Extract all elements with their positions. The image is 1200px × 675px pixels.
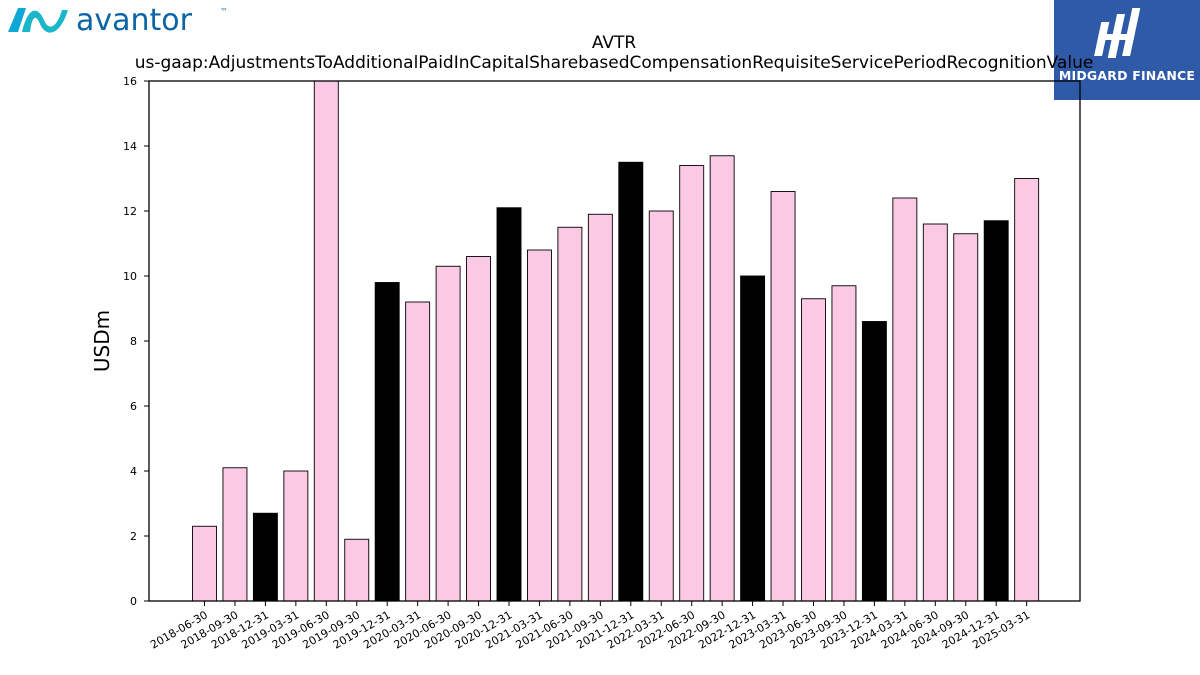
bar-2021-12-31	[618, 161, 644, 602]
bar-2020-09-30	[466, 256, 491, 602]
bar-2021-03-31	[527, 249, 552, 602]
chart-subtitle: us-gaap:AdjustmentsToAdditionalPaidInCap…	[135, 53, 1094, 73]
avantor-wordmark: avantor	[76, 3, 193, 38]
bar-2018-12-31	[252, 512, 278, 602]
bar-2021-06-30	[557, 226, 583, 602]
y-tick-label: 8	[130, 335, 137, 348]
y-tick-label: 6	[130, 400, 137, 413]
y-tick-label: 10	[123, 270, 137, 283]
bar-2022-12-31	[740, 275, 766, 602]
y-tick-label: 2	[130, 530, 137, 543]
bar-2024-06-30	[922, 223, 948, 602]
bar-2024-03-31	[892, 197, 918, 602]
y-tick-label: 14	[123, 140, 137, 153]
bars-group	[192, 80, 1040, 602]
bar-2022-06-30	[679, 165, 705, 602]
y-tick-label: 16	[123, 75, 137, 88]
plot-frame	[148, 80, 1081, 602]
bar-2020-12-31	[496, 207, 522, 602]
x-axis: 2018-06-302018-09-302018-12-312019-03-31…	[148, 601, 1032, 652]
avantor-logo: avantor ™	[8, 3, 228, 38]
bar-2022-03-31	[648, 210, 674, 602]
y-axis: 0 2 4 6 8 10 12 14 16	[123, 75, 149, 608]
bar-2024-12-31	[983, 220, 1009, 602]
midgard-logo-mark	[1094, 8, 1141, 58]
bar-2020-06-30	[435, 265, 461, 602]
midgard-finance-logo: MIDGARD FINANCE	[1054, 0, 1200, 100]
bar-2020-03-31	[405, 301, 431, 602]
avantor-trademark: ™	[220, 7, 228, 16]
bar-2019-12-31	[374, 282, 400, 602]
y-tick-label: 0	[130, 595, 137, 608]
bar-2023-12-31	[861, 321, 887, 602]
bar-2023-09-30	[831, 285, 857, 602]
bar-2019-03-31	[283, 470, 309, 602]
midgard-finance-name: MIDGARD FINANCE	[1058, 68, 1196, 83]
bar-2024-09-30	[953, 233, 979, 602]
chart-title: AVTR	[592, 33, 637, 53]
bar-2019-09-30	[344, 538, 370, 602]
bar-2023-06-30	[801, 298, 826, 602]
bar-2022-09-30	[709, 155, 735, 602]
y-axis-label: USDm	[90, 310, 114, 372]
bar-2023-03-31	[770, 191, 796, 602]
avantor-logo-mark-wave	[22, 10, 68, 33]
y-tick-label: 4	[130, 465, 137, 478]
bar-2018-06-30	[192, 525, 217, 602]
bar-2025-03-31	[1014, 178, 1040, 602]
bar-2018-09-30	[222, 467, 248, 602]
bar-2019-06-30	[313, 80, 339, 602]
bar-2021-09-30	[587, 213, 613, 602]
y-tick-label: 12	[123, 205, 137, 218]
avantor-logo-mark	[8, 8, 26, 32]
